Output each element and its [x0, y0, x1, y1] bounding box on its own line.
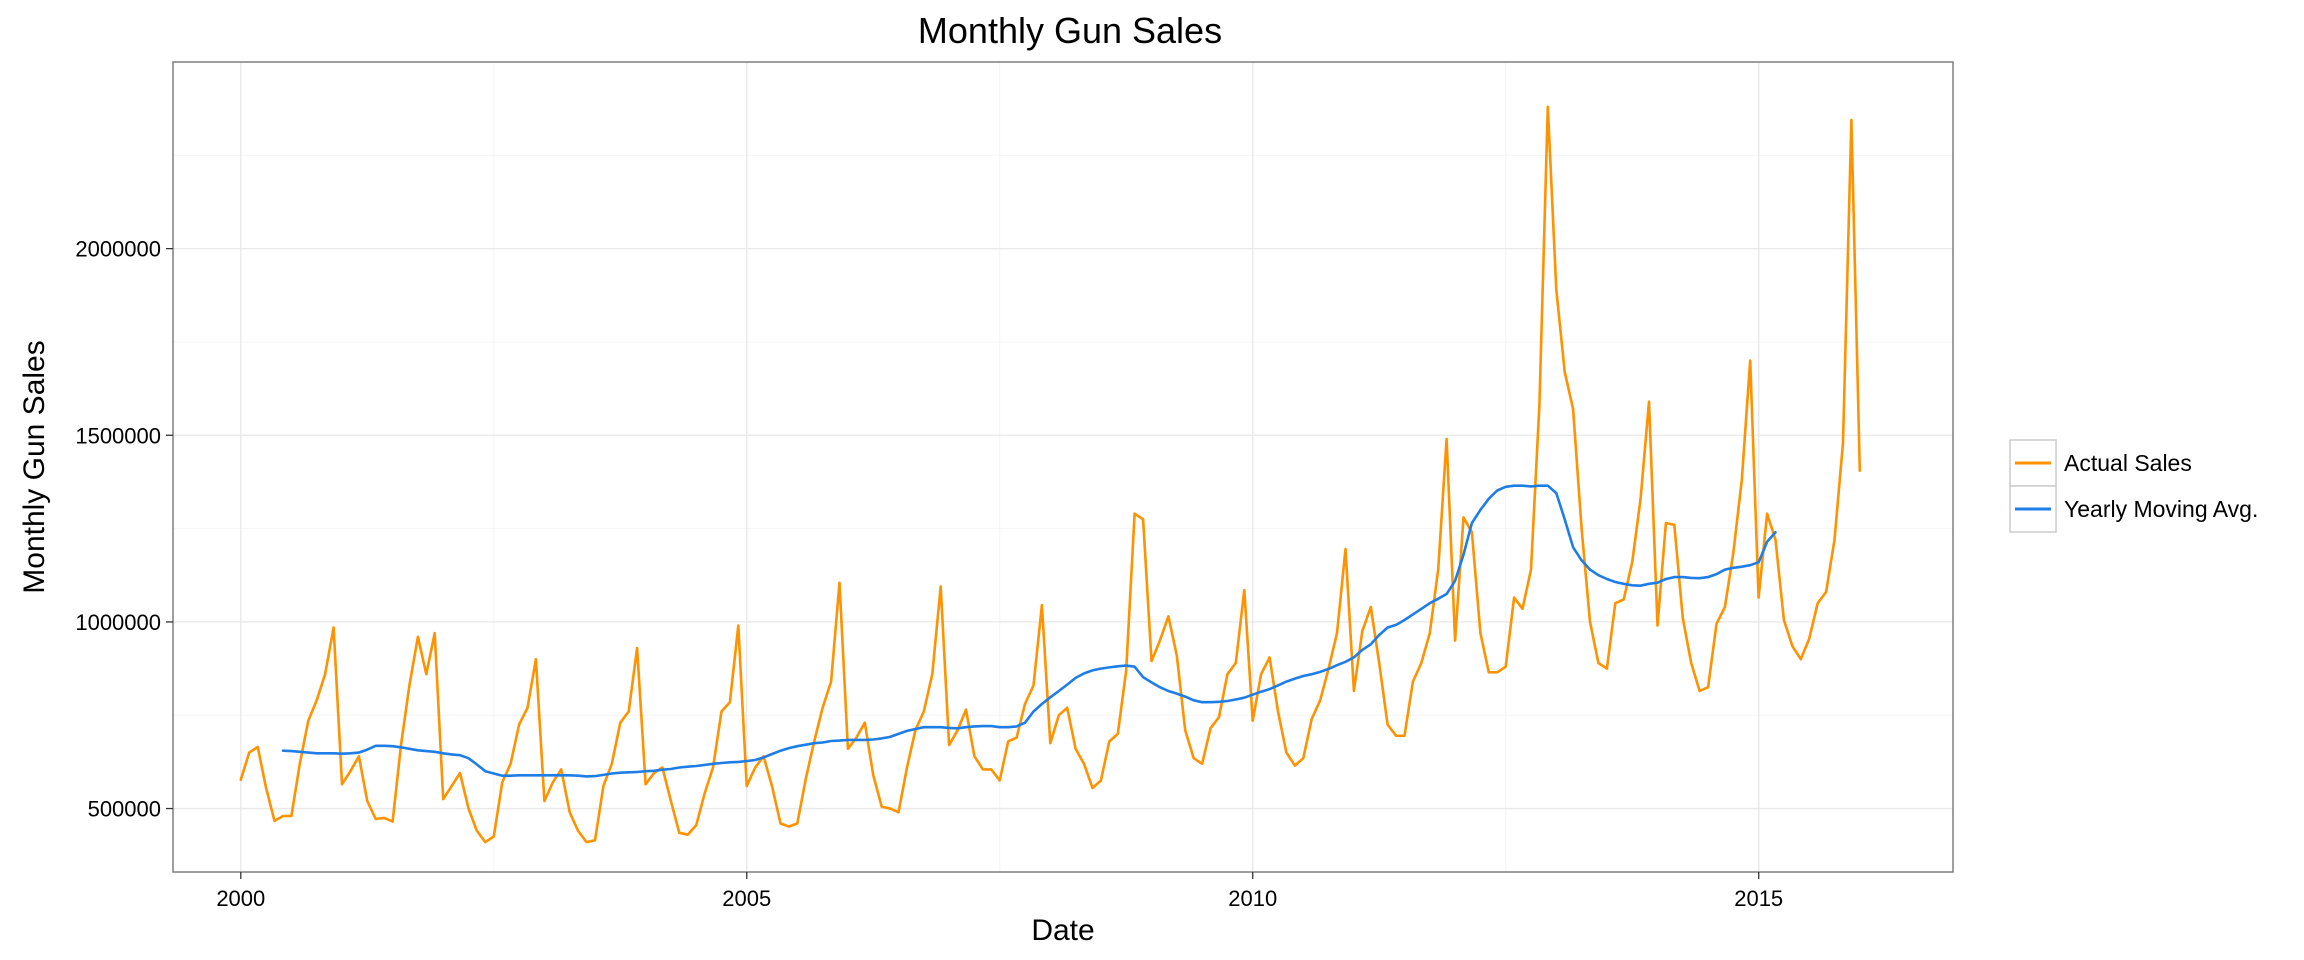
plot-panel — [172, 61, 1954, 873]
plot-panel-background — [173, 62, 1953, 872]
legend-item: Actual Sales — [2009, 439, 2192, 487]
minor-gridlines — [173, 62, 1953, 872]
y-tick-label: 500000 — [88, 797, 161, 822]
legend-item: Yearly Moving Avg. — [2009, 485, 2258, 533]
x-tick-label: 2010 — [1228, 886, 1277, 911]
series-line-actual-sales — [239, 105, 1862, 844]
chart-title: Monthly Gun Sales — [918, 10, 1222, 51]
x-axis: 2000 2005 2010 2015 — [216, 872, 1783, 911]
x-tick-label: 2005 — [722, 886, 771, 911]
x-axis-title: Date — [1031, 914, 1094, 947]
series-line-moving-avg — [281, 484, 1777, 778]
plot-panel-border — [172, 61, 1954, 873]
y-tick-label: 1500000 — [75, 423, 161, 448]
legend-label: Yearly Moving Avg. — [2064, 496, 2258, 522]
x-tick-label: 2015 — [1734, 886, 1783, 911]
y-axis-title: Monthly Gun Sales — [18, 340, 51, 593]
legend: Actual Sales Yearly Moving Avg. — [2009, 439, 2258, 533]
y-tick-label: 2000000 — [75, 237, 161, 262]
series-layer — [239, 105, 1862, 844]
y-tick-label: 1000000 — [75, 610, 161, 635]
major-gridlines — [173, 62, 1953, 872]
x-tick-label: 2000 — [216, 886, 265, 911]
y-axis: 500000 1000000 1500000 2000000 — [75, 237, 173, 822]
legend-label: Actual Sales — [2064, 450, 2192, 476]
